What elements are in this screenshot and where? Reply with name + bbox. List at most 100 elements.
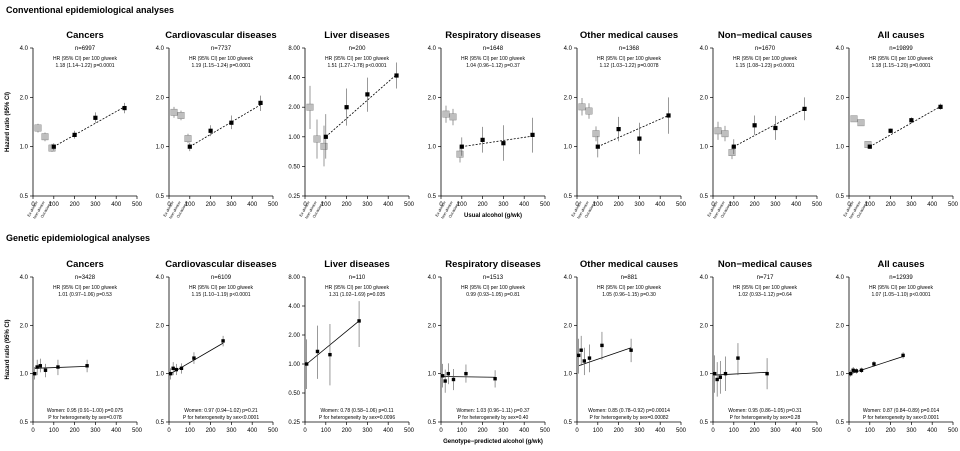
panel-conventional-6-x-tick-label: 400	[791, 202, 802, 208]
panel-conventional-7-fit-line	[869, 106, 941, 148]
panel-genetic-5-x-tick-label: 300	[634, 428, 645, 434]
panel-conventional-4-x-axis-label: Usual alcohol (g/wk)	[464, 213, 522, 219]
panel-conventional-4-y-tick-label: 2.0	[428, 95, 437, 101]
panel-genetic-1-estimate-label: HR (95% CI) per 100 g/week	[53, 285, 117, 291]
panel-genetic-2-title: Cardiovascular diseases	[165, 259, 276, 270]
panel-conventional-4-x-tick-label: 500	[540, 202, 551, 208]
panel-conventional-4-y-tick-label: 0.5	[428, 194, 437, 200]
panel-conventional-6-x-tick-label: 500	[812, 202, 823, 208]
panel-conventional-6-point	[802, 106, 807, 112]
panel-genetic-4-estimate-label: HR (95% CI) per 100 g/week	[461, 285, 525, 291]
panel-conventional-7-point	[938, 104, 943, 109]
panel-genetic-1-point	[38, 364, 42, 368]
panel-conventional-4-fit-line	[461, 135, 533, 148]
panel-genetic-2-x-tick-label: 500	[268, 428, 279, 434]
panel-conventional-3-category-point	[306, 103, 314, 111]
panel-genetic-7-x-tick-label: 100	[865, 428, 876, 434]
panel-conventional-3-fit-line	[325, 74, 397, 138]
panel-conventional-7-estimate-label: 1.18 (1.15–1.20) p=0.0001	[871, 63, 930, 69]
panel-genetic-1-sex-heterogeneity-label: P for heterogeneity by sex=0.078	[48, 415, 122, 421]
panel-conventional-4-category-point	[449, 113, 457, 121]
panel-genetic-6-y-tick-label: 4.0	[700, 275, 709, 281]
panel-conventional-3-category-point	[320, 142, 328, 150]
panel-genetic-4-point	[451, 377, 456, 382]
panel-conventional-1-n-label: n=6997	[75, 46, 96, 52]
panel-conventional-2-point	[187, 144, 192, 149]
panel-genetic-2-fit-line	[170, 342, 224, 375]
panel-genetic-4-point	[446, 371, 450, 376]
panel-genetic-3-x-tick-label: 500	[404, 428, 415, 434]
panel-genetic-2-y-tick-label: 0.5	[156, 420, 165, 426]
panel-genetic-5-women-label: Women: 0.85 (0.78–0.92) p=0.00014	[588, 408, 670, 414]
panel-conventional-2-n-label: n=7737	[211, 46, 232, 52]
panel-genetic-4-x-tick-label: 0	[439, 428, 443, 434]
panel-genetic-3-estimate-label: 1.31 (1.02–1.69) p=0.035	[329, 292, 386, 298]
panel-conventional-2-fit-line	[189, 104, 261, 148]
panel-conventional-1-title: Cancers	[66, 30, 104, 41]
panel-genetic-1-x-tick-label: 400	[111, 428, 122, 434]
panel-conventional-1-category-point	[34, 124, 42, 132]
panel-conventional-7-estimate-label: HR (95% CI) per 100 g/week	[869, 56, 933, 62]
panel-conventional-7-x-tick-label: 500	[948, 202, 959, 208]
panel-genetic-5-y-tick-label: 0.5	[564, 420, 573, 426]
panel-conventional-1-y-tick-label: 4.0	[20, 46, 29, 52]
panel-genetic-1-women-label: Women: 0.95 (0.91–1.00) p=0.075	[47, 408, 123, 414]
panel-genetic-4-point	[464, 371, 468, 376]
panel-conventional-2-point	[208, 128, 213, 133]
panel-genetic-5-n-label: n=881	[621, 275, 639, 281]
panel-genetic-7-x-tick-label: 0	[847, 428, 851, 434]
panel-genetic-3-y-tick-label: 1.00	[288, 362, 300, 368]
panel-genetic-2-sex-heterogeneity-label: P for heterogeneity by sex<0.0001	[183, 415, 259, 421]
panel-conventional-2-point	[258, 100, 263, 105]
panel-genetic-4-fit-line	[442, 376, 496, 378]
panel-genetic-1-point	[43, 368, 48, 372]
panel-genetic-1-fit-line	[34, 365, 88, 369]
panel-conventional-7-category-point	[857, 119, 865, 127]
panel-conventional-6-x-tick-label: 300	[770, 202, 781, 208]
panel-conventional-1-x-tick-label: 300	[90, 202, 101, 208]
panel-conventional-4-title: Respiratory diseases	[445, 30, 541, 41]
panel-conventional-6-n-label: n=1670	[755, 46, 776, 52]
panel-conventional-5-x-tick-label: 100	[593, 202, 604, 208]
panel-conventional-6-x-tick-label: 200	[750, 202, 761, 208]
panel-genetic-7-x-tick-label: 300	[906, 428, 917, 434]
panel-conventional-3-estimate-label: 1.51 (1.27–1.78) p<0.0001	[327, 63, 386, 69]
panel-conventional-5-x-tick-label: 500	[676, 202, 687, 208]
panel-genetic-7-y-tick-label: 0.5	[836, 420, 845, 426]
panel-genetic-1-estimate-label: 1.01 (0.97–1.06) p=0.53	[58, 292, 112, 298]
panel-conventional-5-y-tick-label: 1.0	[564, 145, 573, 151]
panel-genetic-7-title: All causes	[878, 259, 925, 270]
panel-conventional-3-x-tick-label: 300	[362, 202, 373, 208]
panel-conventional-2-y-tick-label: 0.5	[156, 194, 165, 200]
panel-genetic-3-y-tick-label: 2.00	[288, 333, 300, 339]
panel-conventional-5-y-tick-label: 4.0	[564, 46, 573, 52]
panel-conventional-5-y-tick-label: 0.5	[564, 194, 573, 200]
panel-genetic-2-y-tick-label: 1.0	[156, 372, 165, 378]
panel-genetic-1-x-tick-label: 500	[132, 428, 143, 434]
panel-genetic-4-women-label: Women: 1.03 (0.96–1.11) p=0.37	[456, 408, 529, 414]
panel-conventional-2-estimate-label: HR (95% CI) per 100 g/week	[189, 56, 253, 62]
panel-genetic-4-point	[440, 374, 445, 378]
panel-genetic-6-estimate-label: 1.02 (0.93–1.12) p=0.64	[738, 292, 792, 298]
panel-genetic-6-y-tick-label: 2.0	[700, 323, 709, 329]
panel-genetic-1-y-tick-label: 2.0	[20, 323, 29, 329]
panel-conventional-5-x-tick-label: 200	[614, 202, 625, 208]
panel-conventional-1-y-tick-label: 2.0	[20, 95, 29, 101]
panel-genetic-6-title: Non−medical causes	[718, 259, 812, 270]
panel-genetic-3-estimate-label: HR (95% CI) per 100 g/week	[325, 285, 389, 291]
panel-genetic-3-point	[357, 319, 361, 323]
panel-conventional-1-x-tick-label: 200	[70, 202, 81, 208]
panel-genetic-5-x-tick-label: 500	[676, 428, 687, 434]
panel-conventional-1-x-tick-label: 100	[49, 202, 60, 208]
panel-genetic-5-title: Other medical causes	[580, 259, 678, 270]
panel-genetic-7-y-tick-label: 2.0	[836, 323, 845, 329]
panel-conventional-3-title: Liver diseases	[324, 30, 390, 41]
panel-conventional-2-x-tick-label: 300	[226, 202, 237, 208]
panel-genetic-6-point	[723, 371, 728, 376]
panel-conventional-3-y-tick-label: 1.00	[288, 135, 300, 141]
panel-conventional-3-y-tick-label: 0.25	[288, 194, 300, 200]
panel-genetic-2-x-tick-label: 300	[226, 428, 237, 434]
panel-genetic-3-title: Liver diseases	[324, 259, 390, 270]
panel-conventional-4-category-point	[456, 150, 464, 158]
panel-genetic-5-x-tick-label: 0	[575, 428, 579, 434]
